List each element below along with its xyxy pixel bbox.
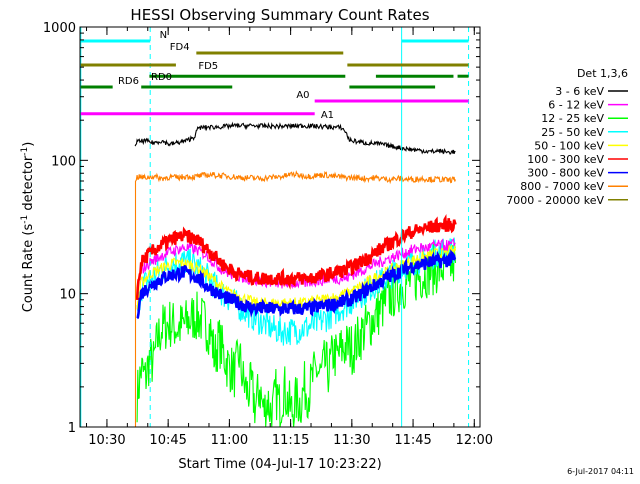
y-tick-label: 100 bbox=[51, 154, 76, 169]
y-axis-label-mid: detector bbox=[21, 155, 36, 215]
x-tick-label: 10:30 bbox=[88, 433, 125, 448]
x-tick-label: 11:00 bbox=[211, 433, 248, 448]
plot-frame bbox=[79, 26, 481, 428]
legend-label: 300 - 800 keV bbox=[527, 167, 604, 180]
status-bar-label: FD5 bbox=[198, 61, 218, 72]
status-bar-label: FD4 bbox=[170, 42, 190, 53]
legend-label: 7000 - 20000 keV bbox=[506, 194, 604, 207]
legend-title: Det 1,3,6 bbox=[577, 67, 628, 80]
x-tick-label: 11:15 bbox=[272, 433, 309, 448]
legend-label: 25 - 50 keV bbox=[541, 126, 604, 139]
y-tick-label: 1 bbox=[68, 421, 76, 436]
series-line bbox=[135, 213, 457, 300]
footer-timestamp: 6-Jul-2017 04:11 bbox=[567, 467, 634, 476]
series-line bbox=[136, 237, 456, 292]
legend-label: 6 - 12 keV bbox=[548, 99, 604, 112]
series-line bbox=[134, 121, 456, 155]
y-axis-label-sup2: -1 bbox=[20, 147, 30, 156]
y-axis-label-end: ) bbox=[21, 142, 36, 147]
series-line bbox=[136, 241, 457, 427]
status-bar-label: RD0 bbox=[151, 72, 172, 83]
chart-title: HESSI Observing Summary Count Rates bbox=[130, 6, 429, 24]
y-tick-label: 10 bbox=[59, 288, 76, 303]
y-axis-label: Count Rate (s-1 detector-1) bbox=[20, 142, 36, 313]
legend-label: 50 - 100 keV bbox=[534, 139, 604, 152]
legend-label: 3 - 6 keV bbox=[555, 85, 604, 98]
series-line bbox=[136, 237, 457, 346]
x-tick-label: 11:30 bbox=[333, 433, 370, 448]
legend-label: 12 - 25 keV bbox=[541, 112, 604, 125]
x-tick-label: 11:45 bbox=[394, 433, 431, 448]
x-tick-label: 12:00 bbox=[456, 433, 493, 448]
y-axis-label-sup1: -1 bbox=[20, 215, 30, 224]
status-bar-label: RD6 bbox=[118, 76, 139, 87]
status-bar-label: A1 bbox=[321, 110, 334, 121]
x-axis-label: Start Time (04-Jul-17 10:23:22) bbox=[178, 457, 381, 472]
status-bar-label: A0 bbox=[296, 90, 309, 101]
y-axis-label-main: Count Rate (s bbox=[21, 224, 36, 313]
y-tick-label: 1000 bbox=[43, 21, 76, 36]
status-bar-label: N bbox=[160, 30, 167, 41]
series-layer bbox=[134, 121, 457, 427]
legend-label: 100 - 300 keV bbox=[527, 153, 604, 166]
series-line bbox=[136, 249, 457, 320]
legend-label: 800 - 7000 keV bbox=[520, 180, 604, 193]
x-tick-label: 10:45 bbox=[149, 433, 186, 448]
